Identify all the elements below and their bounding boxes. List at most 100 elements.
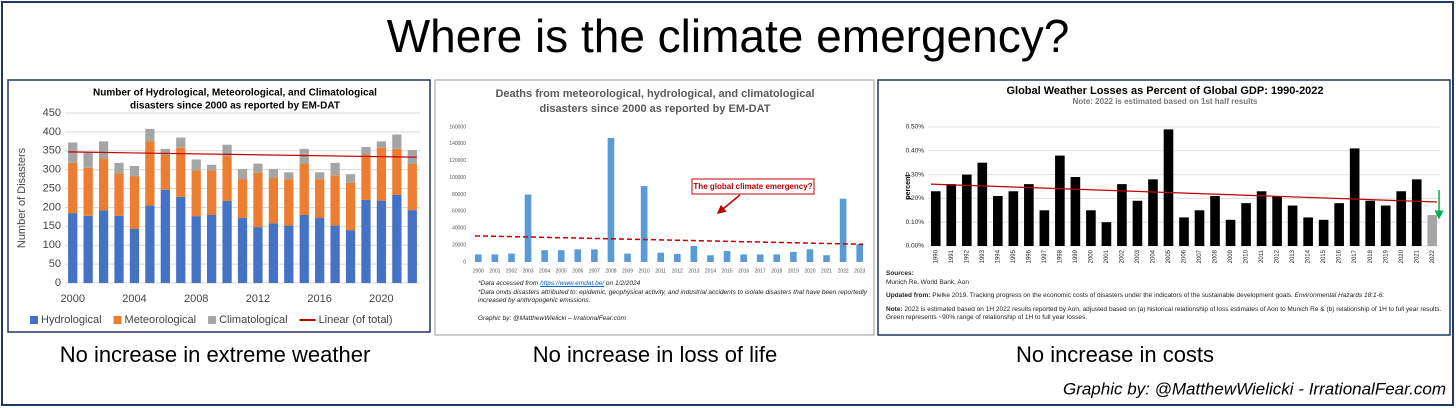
caption: No increase in loss of life: [533, 342, 778, 367]
x-tick-label: 1990: [933, 249, 939, 263]
x-tick-label: 2014: [705, 268, 716, 274]
x-tick-label: 2000: [473, 268, 484, 274]
x-tick-label: 2011: [655, 268, 666, 274]
bar-segment: [160, 154, 170, 190]
x-tick-label: 2002: [1120, 249, 1126, 263]
bar-segment: [176, 137, 186, 148]
bar: [1427, 215, 1438, 246]
legend-swatch: [113, 316, 122, 324]
panel: [877, 79, 1451, 336]
bar: [624, 253, 631, 262]
annotation: The global climate emergency?: [693, 182, 812, 191]
x-tick-label: 2016: [738, 268, 749, 274]
y-tick-label: 50: [49, 258, 61, 270]
x-tick-label: 2009: [1228, 249, 1234, 263]
bar-segment: [237, 179, 248, 219]
bar-segment: [222, 156, 232, 202]
bar-segment: [83, 167, 93, 216]
x-tick-label: 2016: [307, 293, 331, 305]
bar: [508, 253, 515, 262]
legend-label: Linear (of total): [319, 314, 393, 326]
bar: [1194, 210, 1205, 246]
footer: Graphic by: @MatthewWielicki - Irrationa…: [1063, 379, 1446, 398]
bar-segment: [315, 172, 325, 180]
note: Pielke 2019. Tracking progress on the ec…: [932, 292, 1293, 299]
bar-segment: [268, 168, 278, 178]
x-tick-label: 2001: [489, 268, 500, 274]
bar-segment: [330, 175, 340, 226]
bar-segment: [207, 215, 217, 283]
y-tick-label: 0: [463, 259, 466, 265]
y-tick-label: 160000: [449, 124, 466, 130]
x-tick-label: 2006: [1182, 249, 1188, 263]
bar-segment: [160, 189, 170, 283]
bar-segment: [237, 218, 248, 283]
bar: [823, 255, 830, 262]
bar: [1318, 219, 1329, 246]
x-tick-label: 2020: [369, 293, 393, 305]
bar-segment: [191, 159, 201, 171]
bar: [1210, 196, 1220, 246]
bar-segment: [191, 216, 201, 283]
bar-segment: [83, 215, 93, 283]
bar-segment: [315, 179, 325, 219]
x-tick-label: 2011: [1259, 249, 1265, 263]
bar: [690, 245, 698, 262]
bar-segment: [345, 230, 356, 283]
bar: [1148, 179, 1158, 246]
x-tick-label: 2013: [688, 268, 699, 274]
bar-segment: [114, 173, 124, 216]
bar-segment: [284, 179, 294, 226]
x-tick-label: 2017: [1352, 249, 1358, 263]
bar-segment: [98, 158, 109, 211]
bar: [1225, 219, 1236, 246]
x-tick-label: 2020: [1399, 249, 1405, 263]
bar-segment: [330, 162, 340, 176]
x-tick-label: 2009: [622, 268, 633, 274]
bar-segment: [268, 177, 278, 224]
bar: [1303, 217, 1313, 246]
y-tick-label: 0.00%: [906, 243, 925, 250]
bar-segment: [68, 142, 78, 163]
panel: [7, 79, 431, 333]
y-tick-label: 80000: [452, 192, 466, 198]
bar: [640, 186, 648, 262]
bar: [773, 254, 781, 262]
bar: [961, 174, 972, 246]
bar-segment: [361, 154, 371, 200]
x-tick-label: 2010: [1244, 249, 1250, 263]
bar-segment: [83, 152, 93, 168]
bar-segment: [345, 174, 356, 183]
bar: [574, 249, 582, 262]
x-tick-label: 1993: [980, 249, 986, 263]
x-tick-label: 2003: [522, 268, 533, 274]
y-tick-label: 150: [43, 220, 61, 232]
bar: [856, 244, 864, 262]
y-tick-label: 100000: [449, 175, 466, 181]
bar: [946, 184, 957, 246]
x-tick-label: 2022: [1430, 249, 1436, 263]
bar: [1039, 210, 1050, 246]
x-tick-label: 2015: [1321, 249, 1327, 263]
y-tick-label: 140000: [449, 141, 466, 147]
bar: [1349, 148, 1360, 246]
y-tick-label: 0.10%: [906, 219, 925, 226]
link[interactable]: https://www.emdat.be/: [540, 280, 605, 287]
x-tick-label: 2005: [556, 268, 567, 274]
x-tick-label: 2012: [1275, 249, 1281, 263]
bar-segment: [407, 210, 417, 283]
y-tick-label: 100: [43, 239, 61, 251]
bar: [1070, 176, 1081, 246]
bar: [1008, 191, 1019, 246]
bar: [1086, 210, 1096, 246]
x-tick-label: 2004: [539, 268, 550, 274]
chart-title: disasters since 2000 as reported by EM-D…: [540, 103, 771, 115]
bar: [930, 191, 941, 246]
chart-title: Global Weather Losses as Percent of Glob…: [1006, 85, 1323, 97]
y-axis-label: percent: [905, 174, 912, 200]
y-tick-label: 20000: [452, 242, 466, 248]
legend-label: Climatological: [219, 314, 287, 326]
bar: [1396, 191, 1407, 246]
y-tick-label: 400: [43, 126, 61, 138]
